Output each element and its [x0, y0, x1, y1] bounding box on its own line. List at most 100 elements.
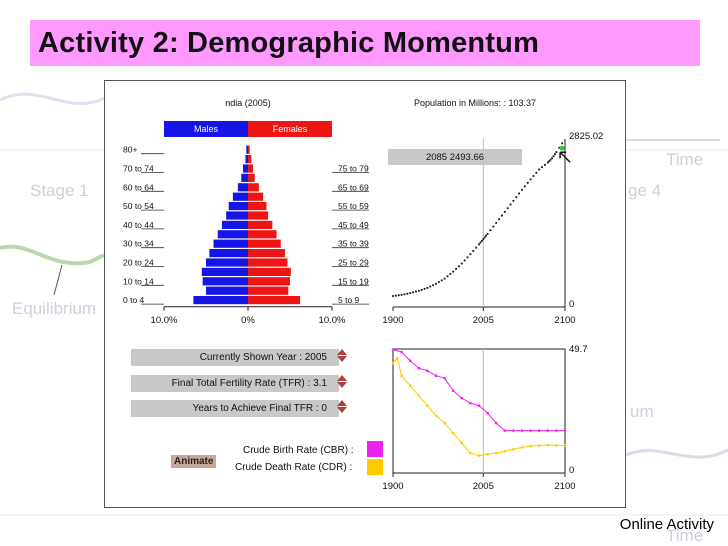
male-bar: [245, 155, 248, 164]
population-point: [492, 225, 495, 228]
cdr-point: [396, 356, 399, 360]
slide-title-bar: Activity 2: Demographic Momentum: [30, 20, 700, 66]
male-bar: [206, 286, 248, 295]
age-label-right: 15 to 19: [338, 276, 369, 286]
female-bar: [248, 145, 250, 154]
population-point: [429, 285, 432, 288]
cdr-legend-swatch: [367, 459, 383, 475]
years-to-achieve-control: Years to Achieve Final TFR : 0: [131, 400, 339, 417]
population-point: [518, 192, 521, 195]
population-point: [548, 160, 551, 162]
population-point: [535, 171, 538, 174]
bg-equilibrium-label: Equilibrium: [12, 299, 97, 318]
male-bar: [209, 249, 248, 258]
cbr-point: [451, 389, 455, 392]
population-point: [498, 218, 500, 221]
population-cursor-box: [388, 149, 522, 165]
population-point: [426, 287, 429, 289]
population-point: [483, 236, 486, 239]
population-point: [469, 253, 472, 256]
cdr-point: [391, 361, 395, 365]
cdr-point: [400, 374, 403, 377]
age-label-left: 20 to 24: [123, 258, 154, 268]
chevron-down-icon[interactable]: [337, 407, 347, 413]
years-to-achieve-label: Years to Achieve Final TFR : 0: [192, 403, 327, 414]
population-point: [480, 239, 483, 242]
animate-button[interactable]: Animate: [171, 455, 217, 468]
age-label-right: 75 to 79: [338, 164, 369, 174]
population-point: [403, 293, 406, 296]
chevron-down-icon[interactable]: [337, 382, 347, 388]
cdr-point: [486, 452, 489, 456]
population-cursor-label: 2085 2493.66: [426, 152, 484, 163]
cbr-point: [434, 374, 438, 377]
population-point: [440, 279, 443, 282]
female-bar: [248, 211, 269, 220]
cbr-point: [460, 396, 464, 400]
males-legend-label: Males: [194, 124, 219, 134]
female-bar: [248, 220, 273, 229]
chevron-up-icon[interactable]: [337, 400, 347, 406]
population-point: [501, 214, 503, 217]
female-bar: [248, 155, 252, 164]
chevron-up-icon[interactable]: [337, 349, 347, 355]
cdr-point: [469, 451, 472, 455]
female-bar: [248, 230, 277, 239]
females-legend-box: [248, 121, 332, 137]
cbr-point: [555, 429, 558, 432]
tfr-control: Final Total Fertility Rate (TFR) : 3.1: [131, 375, 339, 392]
current-year-label: Currently Shown Year : 2005: [199, 352, 327, 363]
population-point: [512, 199, 515, 202]
age-label-left: 30 to 34: [123, 239, 154, 249]
male-bar: [228, 202, 248, 211]
female-bar: [248, 267, 291, 276]
population-point: [432, 284, 435, 287]
cbr-point: [494, 421, 498, 425]
cbr-point: [486, 411, 489, 415]
population-point: [485, 234, 488, 237]
population-point: [435, 282, 437, 285]
cdr-point: [563, 444, 567, 447]
female-bar: [248, 192, 264, 201]
cdr-point: [494, 451, 498, 455]
rates-plot-frame: [392, 348, 566, 474]
cbr-point: [477, 404, 481, 407]
population-point: [472, 250, 475, 252]
population-point: [532, 175, 535, 177]
population-point: [486, 233, 489, 235]
population-x-tick-label: 1900: [382, 315, 403, 326]
cbr-point: [503, 429, 507, 432]
cbr-point: [417, 366, 421, 370]
population-point: [554, 153, 556, 156]
cbr-point: [563, 429, 567, 432]
female-bar: [248, 286, 289, 295]
population-point: [544, 163, 546, 166]
age-label-left: 60 to 64: [123, 182, 154, 192]
population-point: [552, 155, 555, 158]
population-point: [423, 287, 426, 290]
population-point: [523, 185, 526, 188]
chevron-down-icon[interactable]: [337, 356, 347, 362]
population-point: [415, 290, 417, 293]
current-year-stepper[interactable]: [337, 349, 348, 362]
population-x-tick-label: 2005: [473, 315, 494, 326]
slide-title: Activity 2: Demographic Momentum: [38, 26, 540, 59]
population-point: [538, 168, 541, 171]
male-bar: [241, 173, 248, 182]
cbr-point: [426, 369, 429, 373]
cdr-point: [417, 394, 421, 397]
cdr-point: [426, 404, 429, 407]
age-label-left: 40 to 44: [123, 220, 154, 230]
population-point: [406, 292, 409, 295]
female-bar: [248, 183, 259, 192]
population-point: [420, 288, 423, 291]
population-point: [479, 241, 482, 244]
female-bar: [248, 173, 255, 182]
charts-canvas: ndia (2005) Males Females 0 to 4 5 to 9 10 to…: [123, 98, 603, 492]
chevron-up-icon[interactable]: [337, 375, 347, 381]
female-bar: [248, 202, 267, 211]
population-point: [549, 158, 552, 161]
tfr-stepper[interactable]: [337, 375, 348, 388]
male-bar: [193, 296, 248, 305]
years-to-achieve-stepper[interactable]: [337, 400, 348, 413]
